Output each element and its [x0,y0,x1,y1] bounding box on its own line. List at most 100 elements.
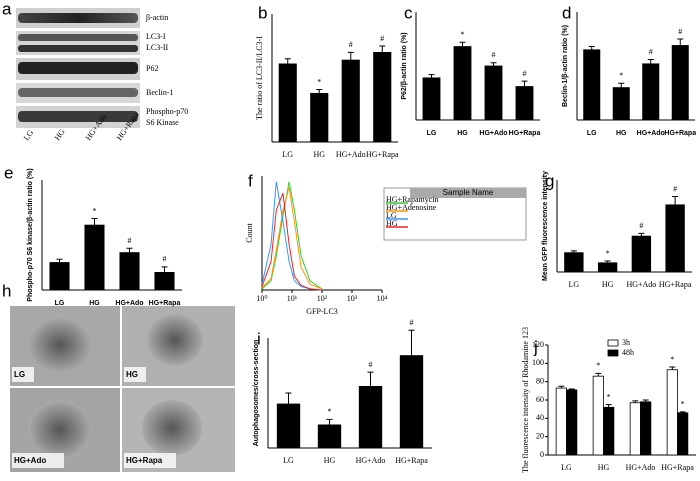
bar [566,389,578,456]
x-tick-label: HG [313,150,325,159]
annotation: * [317,77,321,86]
x-tick-label: LG [569,280,580,289]
y-tick-label: 60 [536,395,544,404]
legend-label: HG+Adenosine [386,203,437,212]
panel-letter: b [258,3,267,22]
bar [666,369,678,456]
legend-header [410,188,526,198]
bar [453,46,472,121]
annotation: # [673,184,677,193]
y-axis-label: Mean GFP fluorescence intensity [542,171,549,281]
bar [629,402,641,456]
annotation: * [461,30,465,39]
x-tick-label: HG+Ado [115,300,143,307]
blot-band [18,13,138,23]
error-bar [379,45,386,53]
x-tick-label: LG [283,456,294,465]
panel-letter: i [257,329,261,348]
annotation: # [410,318,414,327]
error-bar [347,51,354,61]
y-tick-label: 120 [532,340,544,349]
panel-letter: e [4,163,13,182]
legend-label: HG+Rapamycin [386,195,439,204]
error-bar [284,58,291,64]
blots [16,8,140,128]
error-bar [568,388,575,390]
bar [49,262,70,291]
x-tick-label: HG [89,300,100,307]
bar [583,49,601,121]
bar [631,235,652,273]
x-tick-label: HG [324,456,336,465]
error-bar [595,372,602,377]
em-label: HG+Ado [14,456,46,465]
bar [603,406,615,456]
x-tick-label: HG+Rapa [149,300,181,307]
error-bar [161,266,168,273]
x-tick-label: HG+Rapa [661,463,694,472]
x-tick-label: HG+Rapa [395,456,428,465]
annotation: # [523,69,527,78]
error-bar [326,418,333,425]
legend-title: Sample Name [443,188,494,197]
error-bar [669,366,676,370]
blot-band [18,62,138,74]
x-tick-label: LG [55,300,65,307]
annotation: * [607,392,611,401]
y-axis-label: Autophagosomes/cross-section [253,340,260,447]
bar [276,403,301,449]
annotation: * [328,407,332,416]
y-axis-label: The ratio of LC3-II/LC3-I [255,36,264,120]
x-tick-label: HG [616,130,627,137]
error-bar [672,196,679,205]
blot-row-label: Beclin-1 [146,88,174,97]
bar [612,87,630,121]
series-line [261,192,323,291]
x-tick-label: 10³ [347,294,358,303]
x-axis-label: GFP-LC3 [306,307,338,316]
bar [484,65,503,121]
panel-letter: a [2,0,12,18]
x-tick-label: HG [598,463,610,472]
error-bar [604,260,611,263]
blot-band [18,88,138,97]
error-bar [632,400,639,403]
blot-row-label: P62 [146,64,158,73]
blot-row-label: S6 Kinase [146,118,179,127]
bar [422,77,441,121]
em-cell [142,400,202,456]
y-tick-label: 20 [536,431,544,440]
error-bar [605,404,612,408]
error-bar [679,411,686,413]
x-tick-label: HG+Ado [637,130,665,137]
annotation: # [649,47,653,56]
em-cell [147,314,203,366]
panel-letter: c [404,3,413,22]
bar [592,375,604,456]
x-tick-label: HG [602,280,614,289]
panel-letter: j [533,337,538,356]
y-axis-label: Beclin-1/β-actin ratio (%) [562,25,569,107]
bar [399,355,424,449]
em-label-bg [124,453,176,468]
x-tick-label: HG+Ado [626,280,656,289]
annotation: * [93,206,97,215]
legend-label: LG [386,211,397,220]
bar [119,252,140,291]
annotation: * [596,361,600,370]
bar [341,59,360,143]
annotation: # [163,255,167,264]
x-tick-label: HG+Rapa [509,130,541,137]
bar [310,92,329,143]
x-tick-label: 10² [317,294,328,303]
bar [278,63,297,143]
y-tick-label: 40 [536,413,544,422]
lane-label: LG [22,128,36,142]
x-tick-label: HG+Rapa [366,150,399,159]
error-bar [285,392,292,404]
x-tick-label: HG [457,130,468,137]
legend-label: 3h [622,338,630,347]
bar [671,45,689,121]
legend-swatch [607,349,619,357]
